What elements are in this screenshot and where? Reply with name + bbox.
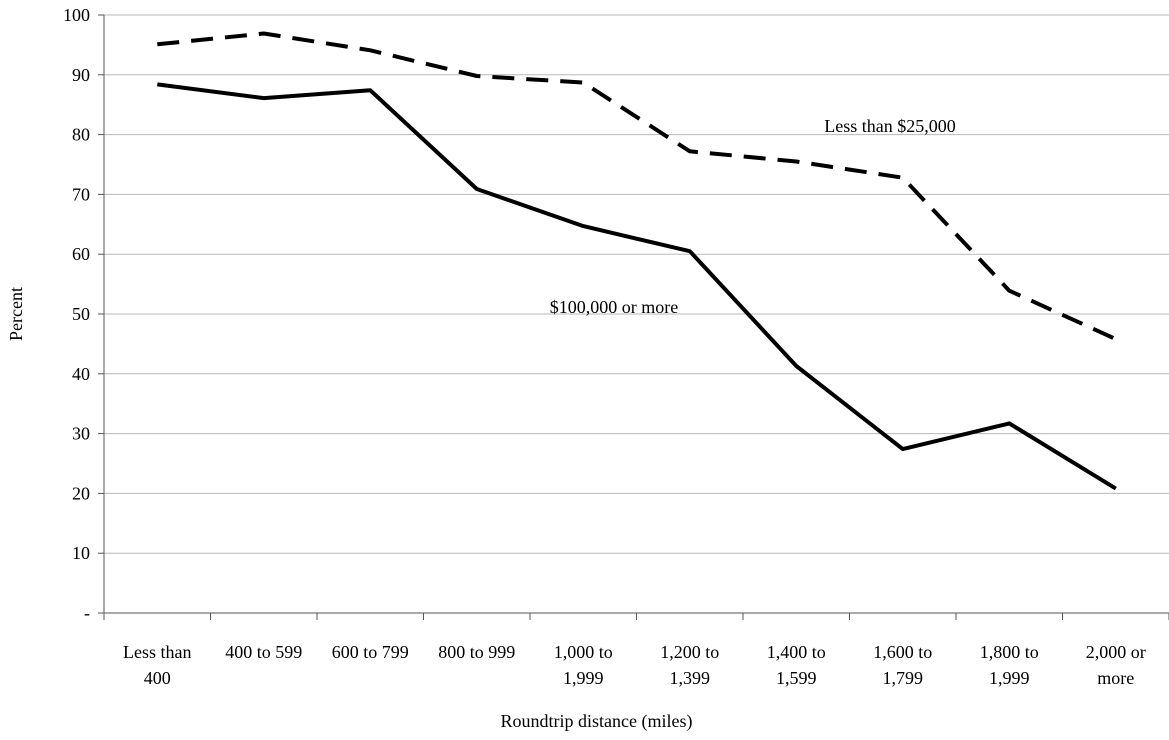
x-category-label-line: 1,200 to xyxy=(660,642,719,662)
axes xyxy=(98,14,1169,620)
series-label-100000-or-more: $100,000 or more xyxy=(550,297,678,317)
y-tick-label: - xyxy=(84,603,90,623)
y-tick-label: 10 xyxy=(72,543,90,563)
x-category-label-line: 2,000 or xyxy=(1086,642,1146,662)
series-line-100000-or-more xyxy=(157,82,1117,491)
x-category-label: 1,600 to 1,799 xyxy=(873,642,932,688)
x-category-label-line: 1,999 xyxy=(989,668,1030,688)
y-axis-title: Percent xyxy=(6,287,26,341)
series-lines xyxy=(157,31,1117,491)
x-category-label-line: 1,000 to xyxy=(554,642,613,662)
y-tick-label: 100 xyxy=(63,5,90,25)
x-category-label: Less than 400 xyxy=(123,642,191,688)
y-tick-label: 20 xyxy=(72,483,90,503)
x-category-label-line: 1,600 to xyxy=(873,642,932,662)
x-category-label-line: Less than xyxy=(123,642,191,662)
x-category-label: 2,000 or more xyxy=(1086,642,1146,688)
x-category-label-line: 1,399 xyxy=(670,668,711,688)
y-tick-label: 80 xyxy=(72,125,90,145)
labels: - 10 20 30 40 50 60 70 80 90 100 Less than 400 400 to… xyxy=(63,5,1146,688)
x-category-label-line: 1,800 to xyxy=(980,642,1039,662)
x-category-label: 400 to 599 xyxy=(225,642,302,662)
x-category-label: 800 to 999 xyxy=(438,642,515,662)
y-tick-label: 30 xyxy=(72,424,90,444)
x-category-label-line: 400 to 599 xyxy=(225,642,302,662)
x-category-label: 1,000 to 1,999 xyxy=(554,642,613,688)
y-tick-label: 60 xyxy=(72,244,90,264)
x-category-label: 600 to 799 xyxy=(332,642,409,662)
x-category-label: 1,400 to 1,599 xyxy=(767,642,826,688)
x-category-label: 1,800 to 1,999 xyxy=(980,642,1039,688)
y-tick-label: 50 xyxy=(72,304,90,324)
x-category-label-line: 400 xyxy=(144,668,171,688)
x-category-label-line: more xyxy=(1097,668,1134,688)
series-line-less-than-25000 xyxy=(157,31,1117,341)
y-tick-label: 70 xyxy=(72,184,90,204)
x-category-label-line: 1,799 xyxy=(883,668,924,688)
x-axis-title: Roundtrip distance (miles) xyxy=(501,711,693,732)
y-tick-label: 90 xyxy=(72,65,90,85)
x-category-label: 1,200 to 1,399 xyxy=(660,642,719,688)
y-tick-label: 40 xyxy=(72,364,90,384)
gridlines xyxy=(104,14,1169,554)
x-category-label-line: 800 to 999 xyxy=(438,642,515,662)
x-category-label-line: 1,599 xyxy=(776,668,817,688)
series-label-less-than-25000: Less than $25,000 xyxy=(824,116,955,136)
x-category-label-line: 1,400 to xyxy=(767,642,826,662)
x-category-label-line: 1,999 xyxy=(563,668,604,688)
x-category-label-line: 600 to 799 xyxy=(332,642,409,662)
